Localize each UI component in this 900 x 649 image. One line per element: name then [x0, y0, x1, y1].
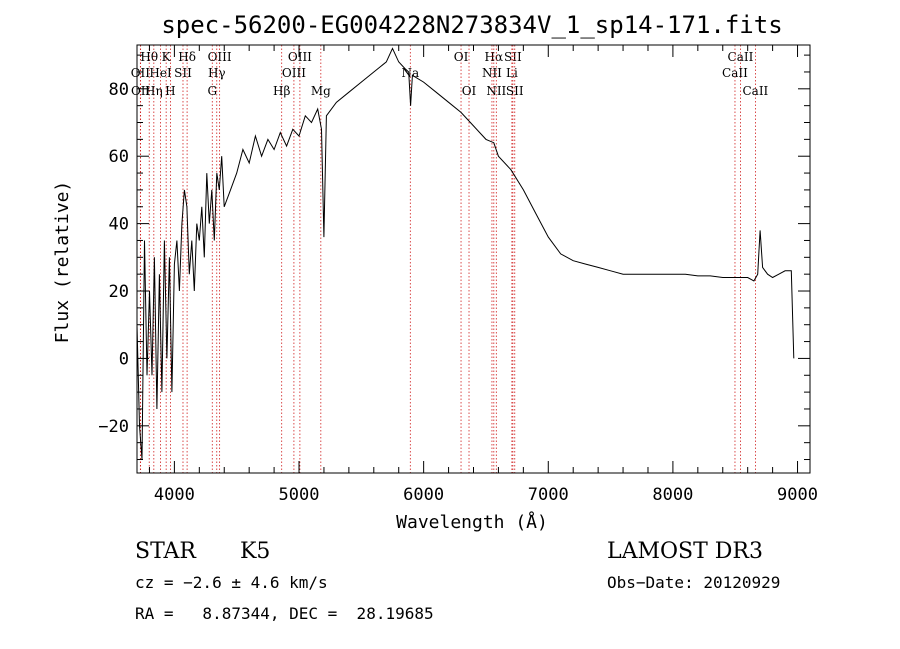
plot-frame: [136, 44, 811, 474]
y-tick-label: 20: [109, 282, 129, 302]
y-axis-label: Flux (relative): [52, 181, 73, 344]
line-marker-label: Hθ: [140, 50, 158, 64]
line-marker-label: NII: [482, 66, 502, 80]
spectrum-line: [136, 47, 795, 460]
x-tick-label: 7000: [528, 485, 569, 505]
x-tick-label: 5000: [279, 485, 320, 505]
line-marker-label: OIII: [288, 50, 312, 64]
line-marker-label: Hδ: [178, 50, 196, 64]
line-marker-label: CaII: [742, 84, 768, 98]
line-marker-label: Hγ: [208, 66, 226, 80]
line-marker-label: Mg: [311, 84, 331, 98]
observation-date: Obs−Date: 20120929: [607, 573, 781, 592]
line-marker-label: Hα: [485, 50, 504, 64]
line-marker-label: NII: [486, 84, 506, 98]
spectral-subclass: K5: [240, 539, 271, 564]
line-marker-label: SII: [506, 84, 524, 98]
ra-dec: RA = 8.87344, DEC = 28.19685: [135, 604, 434, 623]
line-marker-label: OI: [454, 50, 469, 64]
line-marker-label: OIII: [208, 50, 232, 64]
x-tick-label: 8000: [652, 485, 693, 505]
y-tick-label: 80: [109, 80, 129, 100]
x-axis-label: Wavelength (Å): [396, 511, 548, 533]
line-marker-label: K: [162, 50, 172, 64]
x-axis: 4000 5000 6000 7000 8000 9000: [148, 45, 818, 505]
line-marker-label: CaII: [728, 50, 754, 64]
line-marker-label: Hβ: [273, 84, 290, 98]
y-tick-label: 60: [109, 147, 129, 167]
y-tick-label: 40: [109, 215, 129, 235]
line-marker-label: OII: [131, 84, 151, 98]
x-tick-label: 9000: [777, 485, 818, 505]
line-marker-label: G: [207, 84, 217, 98]
x-tick-label: 4000: [154, 485, 195, 505]
y-tick-label: −20: [98, 417, 129, 437]
chart-title: spec-56200-EG004228N273834V_1_sp14-171.f…: [161, 11, 782, 39]
line-marker-label: CaII: [722, 66, 748, 80]
object-class: STAR: [135, 539, 196, 564]
line-marker-label: Hη: [145, 84, 163, 98]
redshift-cz: cz = −2.6 ± 4.6 km/s: [135, 573, 328, 592]
line-marker-label: HeI: [149, 66, 172, 80]
line-marker-label: SII: [504, 50, 522, 64]
line-marker-label: OIII: [282, 66, 306, 80]
survey-name: LAMOST DR3: [607, 539, 763, 564]
y-axis: −20 0 20 40 60 80: [98, 54, 810, 461]
line-marker-label: Li: [506, 66, 518, 80]
line-marker-label: H: [165, 84, 175, 98]
line-marker-label: SII: [174, 66, 192, 80]
line-marker-label: OI: [462, 84, 477, 98]
x-tick-label: 6000: [403, 485, 444, 505]
plot-border: [136, 44, 811, 474]
y-tick-label: 0: [119, 349, 129, 369]
